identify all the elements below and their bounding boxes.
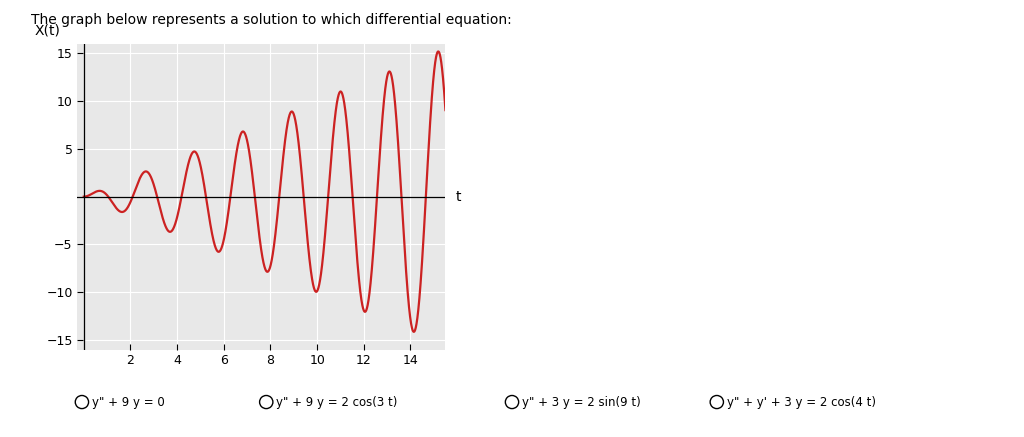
- Text: y" + y' + 3 y = 2 cos(4 t): y" + y' + 3 y = 2 cos(4 t): [727, 395, 877, 409]
- Text: y" + 9 y = 2 cos(3 t): y" + 9 y = 2 cos(3 t): [276, 395, 398, 409]
- Y-axis label: X(t): X(t): [35, 24, 60, 38]
- Text: t: t: [456, 190, 461, 204]
- Text: y" + 3 y = 2 sin(9 t): y" + 3 y = 2 sin(9 t): [522, 395, 641, 409]
- Text: The graph below represents a solution to which differential equation:: The graph below represents a solution to…: [31, 13, 511, 27]
- Text: y" + 9 y = 0: y" + 9 y = 0: [92, 395, 165, 409]
